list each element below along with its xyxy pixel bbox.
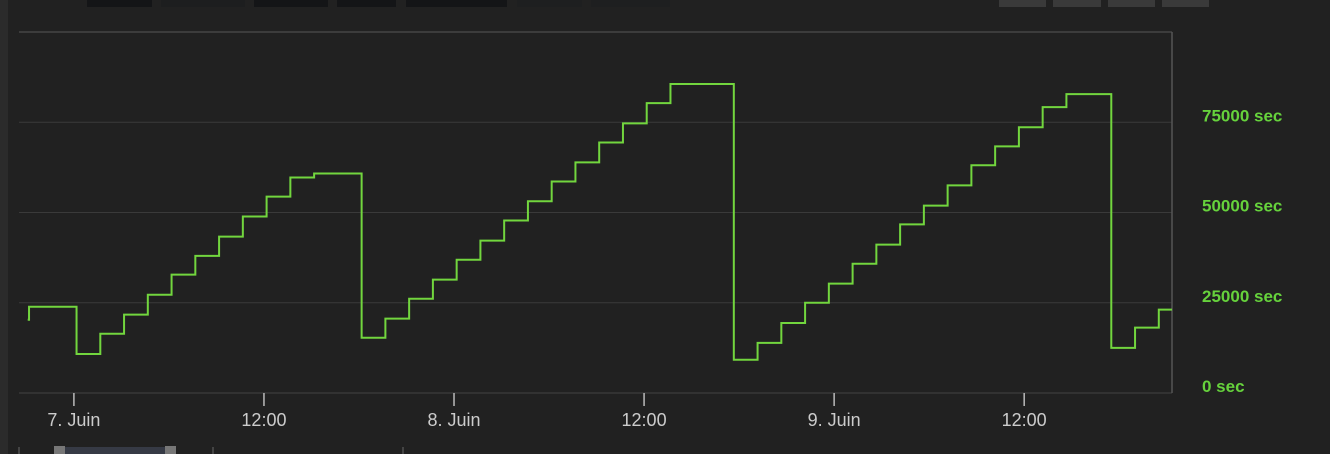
- x-tick-label: 8. Juin: [427, 410, 480, 430]
- zoom-button[interactable]: [999, 0, 1046, 7]
- x-tick-label: 12:00: [241, 410, 286, 430]
- zoom-button[interactable]: [1108, 0, 1155, 7]
- range-button[interactable]: [337, 0, 396, 7]
- navigator-handle-left[interactable]: [54, 446, 65, 454]
- y-tick-label: 75000 sec: [1202, 106, 1282, 125]
- y-tick-label: 50000 sec: [1202, 197, 1282, 216]
- x-tick-label: 9. Juin: [808, 410, 861, 430]
- x-tick-label: 12:00: [1002, 410, 1047, 430]
- range-button[interactable]: [406, 0, 507, 7]
- range-button[interactable]: [87, 0, 152, 7]
- zoom-button[interactable]: [1053, 0, 1101, 7]
- y-axis: 0 sec 25000 sec 50000 sec 75000 sec: [1171, 32, 1282, 396]
- range-button[interactable]: [517, 0, 582, 7]
- range-button[interactable]: [161, 0, 245, 7]
- grid: [19, 31, 1172, 394]
- left-panel-edge: [0, 0, 8, 454]
- navigator: [18, 446, 404, 454]
- x-tick-label: 7. Juin: [47, 410, 100, 430]
- x-tick-label: 12:00: [622, 410, 667, 430]
- navigator-handle-right[interactable]: [165, 446, 176, 454]
- zoom-button[interactable]: [1162, 0, 1209, 7]
- x-axis: 7. Juin 12:00 8. Juin 12:00 9. Juin 12:00: [47, 393, 1047, 430]
- range-button[interactable]: [591, 0, 670, 7]
- series-line: [27, 82, 1172, 361]
- range-button[interactable]: [254, 0, 328, 7]
- y-tick-label: 0 sec: [1202, 377, 1245, 396]
- y-tick-label: 25000 sec: [1202, 287, 1282, 306]
- navigator-selection: [58, 447, 170, 454]
